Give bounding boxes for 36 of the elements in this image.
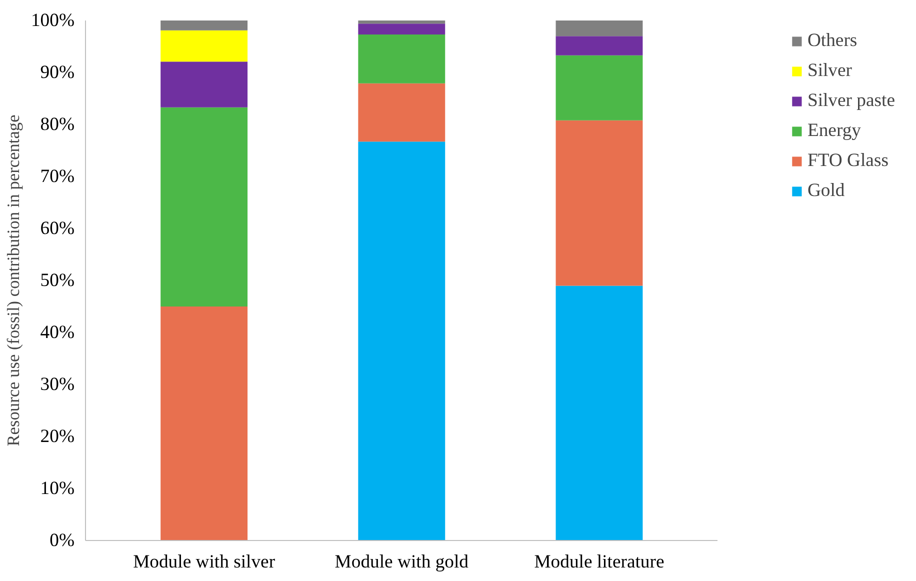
- bar: [358, 142, 446, 540]
- legend-label: Gold: [807, 180, 845, 202]
- bar: [556, 36, 643, 56]
- y-tick-label: 20%: [40, 426, 75, 447]
- bar: [358, 34, 446, 84]
- bar: [160, 306, 248, 540]
- y-tick-label: 100%: [30, 10, 75, 31]
- legend-label: Silver: [807, 60, 852, 82]
- legend-label: Silver paste: [807, 90, 895, 112]
- bar: [358, 20, 446, 24]
- bar: [358, 24, 446, 35]
- bar: [358, 83, 446, 142]
- y-tick-label: 0%: [50, 530, 75, 551]
- bar: [160, 20, 248, 30]
- x-tick-label: Module with gold: [334, 552, 470, 572]
- bar: [556, 55, 643, 120]
- legend-label: Others: [807, 30, 858, 52]
- y-tick-label: 80%: [40, 114, 75, 135]
- bar: [160, 62, 248, 108]
- y-tick-label: 60%: [40, 218, 75, 239]
- x-tick-label: Module with silver: [133, 552, 276, 572]
- y-tick-label: 70%: [40, 166, 75, 187]
- bar: [160, 107, 248, 306]
- y-tick-label: 50%: [40, 270, 75, 291]
- y-tick-label: 90%: [40, 62, 75, 83]
- x-tick-label: Module literature: [534, 552, 664, 572]
- bar: [160, 30, 248, 62]
- bar: [556, 120, 643, 286]
- bar: [556, 20, 643, 36]
- legend-label: FTO Glass: [807, 150, 888, 172]
- y-tick-label: 30%: [40, 374, 75, 395]
- bar: [556, 286, 643, 540]
- y-tick-label: 10%: [40, 478, 75, 499]
- y-axis-title: Resource use (fossil) contribution in percentage: [4, 114, 23, 446]
- legend-label: Energy: [807, 120, 861, 142]
- y-tick-label: 40%: [40, 322, 75, 343]
